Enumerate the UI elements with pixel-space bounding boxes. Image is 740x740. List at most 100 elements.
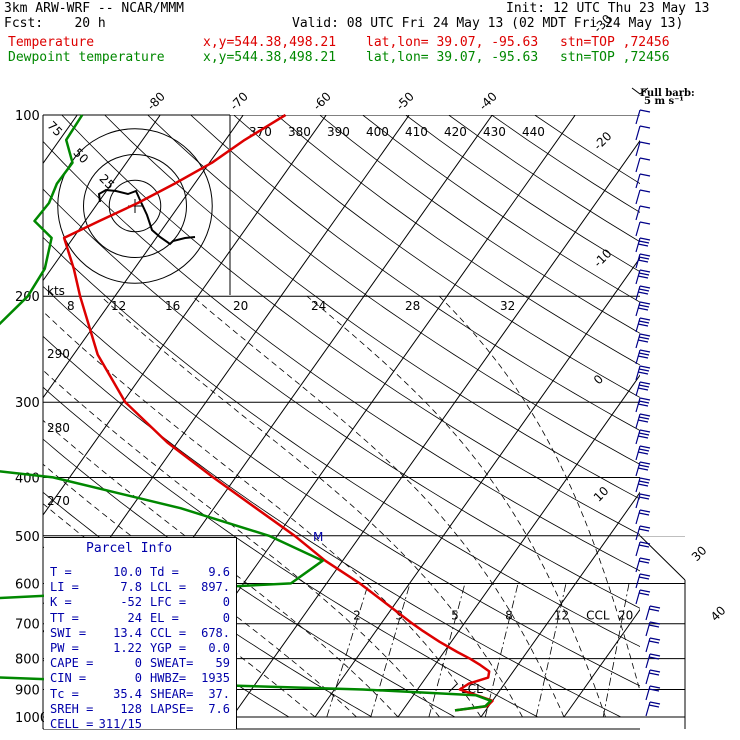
parcel-info-cell: 7.6 (208, 701, 230, 716)
isotherm-line (397, 374, 640, 718)
wind-barb (635, 237, 651, 253)
dry-adiabat-line (43, 188, 640, 609)
init-time: Init: 12 UTC Thu 23 May 13 (506, 1, 710, 16)
hodograph-ring (57, 128, 213, 284)
theta-tick-label: 440 (522, 125, 545, 139)
parcel-info-cell: CELL = (50, 717, 94, 731)
wind-barb (645, 653, 661, 669)
parcel-info-cell: K = (50, 595, 72, 610)
wind-barb (635, 269, 651, 285)
legend-dewpoint-name: Dewpoint temperature (8, 50, 165, 65)
dry-adiabat-line (43, 335, 622, 718)
parcel-info-cell: 7.8 (120, 580, 142, 595)
parcel-info-cell: CCL = (150, 625, 187, 640)
parcel-info-cell: HWBZ= (150, 671, 187, 686)
parcel-info-row: Tc = 35.4 SHEAR= 37. (50, 687, 230, 701)
dry-adiabat-line (190, 115, 640, 432)
wind-barb (645, 621, 661, 637)
wind-barb (635, 381, 651, 397)
wind-barb (645, 605, 661, 621)
isotherm-tick-label: -80 (144, 89, 168, 113)
parcel-info-cell: Tc = (50, 686, 79, 701)
parcel-info-cell: 24 (127, 610, 142, 625)
parcel-info-cell: LCL = (150, 580, 187, 595)
dry-adiabat-line (61, 115, 640, 536)
isotherm-tick-label: 40 (708, 603, 729, 624)
wind-barb (635, 349, 651, 365)
parcel-info-cell: LFC = (150, 595, 187, 610)
mixing-ratio-label: 8 (505, 609, 513, 623)
parcel-info-cell: 9.6 (208, 565, 230, 579)
mixing-ratio-line (428, 583, 466, 718)
hodograph-tick-label: 20 (233, 299, 248, 313)
parcel-info-cell: 0.0 (208, 641, 230, 655)
parcel-info-cell: CIN = (50, 671, 87, 686)
wind-barb (635, 189, 651, 205)
isotherm-tick-label: -10 (591, 246, 615, 270)
barb-legend-symbol (631, 87, 649, 95)
wind-barb (635, 461, 651, 477)
mixing-ratio-line (535, 583, 567, 718)
pressure-tick-label: 700 (15, 618, 40, 633)
parcel-info-cell: 1.22 (113, 641, 142, 655)
parcel-info-cell: PW = (50, 641, 79, 655)
hodograph-tick-label: 24 (311, 299, 326, 313)
parcel-info-cell: SREH = (50, 701, 94, 716)
parcel-info-cell: SWEAT= (150, 656, 194, 671)
isotherm-tick-label: -50 (393, 89, 417, 113)
mixing-ratio-label: 12 (554, 609, 569, 623)
wind-barb (645, 701, 661, 717)
moist-adiabat-line (306, 295, 606, 718)
isotherm-line (43, 115, 244, 399)
theta-tick-label: 400 (366, 125, 389, 139)
legend-dewpoint-stn: stn=TOP ,72456 (560, 50, 670, 65)
parcel-info-row: PW = 1.22 YGP = 0.0 (50, 641, 230, 655)
barb-legend-title: Full barb: (640, 88, 695, 99)
parcel-info-cell: 0 (134, 656, 142, 671)
parcel-info-cell: 897. (201, 580, 230, 595)
parcel-info-cell: YGP = (150, 641, 187, 655)
parcel-info-row: CIN = 0 HWBZ= 1935 (50, 671, 230, 685)
wind-barb (635, 109, 651, 125)
parcel-info-cell: SHEAR= (150, 686, 194, 701)
barb-legend-value: 5 m s⁻¹ (644, 96, 684, 107)
isotherm-tick-label: 10 (591, 484, 612, 505)
wind-barb (635, 557, 651, 573)
mixing-ratio-label: 5 (451, 609, 459, 623)
theta-tick-label: 280 (47, 421, 70, 435)
parcel-info-row: TT = 24 EL = 0 (50, 611, 230, 625)
hodograph-unit-label: kts (47, 284, 65, 298)
hodograph-ring (108, 179, 162, 233)
moist-adiabat-line (43, 419, 399, 718)
parcel-info-row: K = -52 LFC = 0 (50, 595, 230, 609)
valid-time: Valid: 08 UTC Fri 24 May 13 (02 MDT Fri … (292, 16, 684, 31)
wind-barb (635, 589, 651, 605)
pressure-tick-label: 600 (15, 577, 40, 592)
temperature-profile (62, 113, 494, 712)
isotherm-tick-label: 0 (591, 372, 606, 387)
dry-adiabat-line (147, 115, 640, 465)
parcel-info-cell: EL = (150, 610, 179, 625)
legend-temperature-name: Temperature (8, 35, 95, 50)
parcel-info-cell: T = (50, 565, 72, 579)
dry-adiabat-line (534, 115, 640, 185)
dry-adiabat-line (104, 115, 640, 500)
isotherm-tick-label: 30 (689, 543, 710, 564)
theta-tick-label: 270 (47, 494, 70, 508)
legend-temperature-stn: stn=TOP ,72456 (560, 35, 670, 50)
legend-dewpoint-xy: x,y=544.38,498.21 (203, 50, 337, 65)
wind-barb (635, 317, 651, 333)
dry-adiabat-line (276, 115, 640, 366)
isotherm-tick-label: -20 (591, 129, 615, 153)
pressure-tick-label: 500 (15, 530, 40, 545)
pressure-tick-label: 300 (15, 396, 40, 411)
parcel-info-row: SWI = 13.4 CCL = 678. (50, 626, 230, 640)
dry-adiabat-line (43, 236, 640, 648)
isotherm-line (43, 115, 161, 282)
isotherm-line (43, 115, 327, 516)
mixing-ratio-label: 20 (618, 609, 633, 623)
wind-barb (635, 429, 651, 445)
lcl-marker (448, 683, 458, 693)
